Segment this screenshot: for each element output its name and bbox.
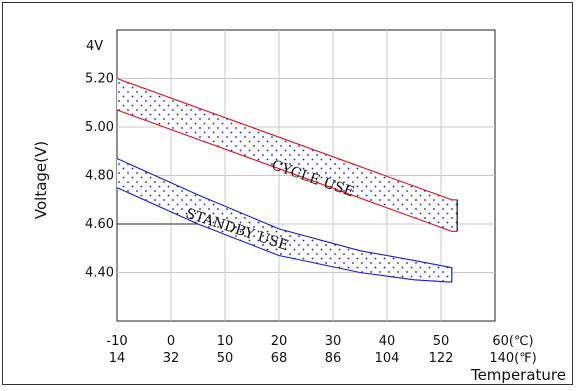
- band-lower-line: [116, 109, 458, 232]
- y-unit-note: 4V: [86, 39, 103, 54]
- x-tick-celsius: 20: [271, 334, 288, 349]
- x-tick-celsius: 50: [433, 334, 450, 349]
- chart-frame: [2, 2, 573, 385]
- y-tick-label: 5.20: [85, 72, 114, 87]
- y-tick-label: 4.80: [85, 169, 114, 184]
- x-tick-fahrenheit: 32: [163, 351, 180, 366]
- x-tick-fahrenheit: 68: [271, 351, 288, 366]
- band-lower-line: [116, 187, 452, 283]
- x-tick-celsius: 40: [379, 334, 396, 349]
- y-tick-label: 5.00: [85, 120, 114, 135]
- x-tick-celsius: 60(℃): [492, 334, 533, 349]
- x-tick-fahrenheit: 14: [109, 351, 126, 366]
- band-fill: [117, 158, 452, 283]
- band-upper-line: [116, 77, 458, 201]
- y-tick-label: 4.60: [85, 217, 114, 232]
- x-tick-celsius: 10: [217, 334, 234, 349]
- x-tick-fahrenheit: 122: [429, 351, 454, 366]
- x-tick-fahrenheit: 86: [325, 351, 342, 366]
- x-axis-title: Temperature: [470, 366, 566, 384]
- band-fill: [117, 78, 458, 232]
- band-upper-line: [116, 157, 452, 269]
- x-tick-fahrenheit: 140(℉): [489, 351, 536, 366]
- x-tick-celsius: -10: [106, 334, 127, 349]
- x-tick-celsius: 0: [167, 334, 175, 349]
- x-tick-fahrenheit: 104: [375, 351, 400, 366]
- x-tick-celsius: 30: [325, 334, 342, 349]
- x-tick-fahrenheit: 50: [217, 351, 234, 366]
- y-axis-title: Voltage(V): [32, 141, 50, 219]
- y-tick-label: 4.40: [85, 266, 114, 281]
